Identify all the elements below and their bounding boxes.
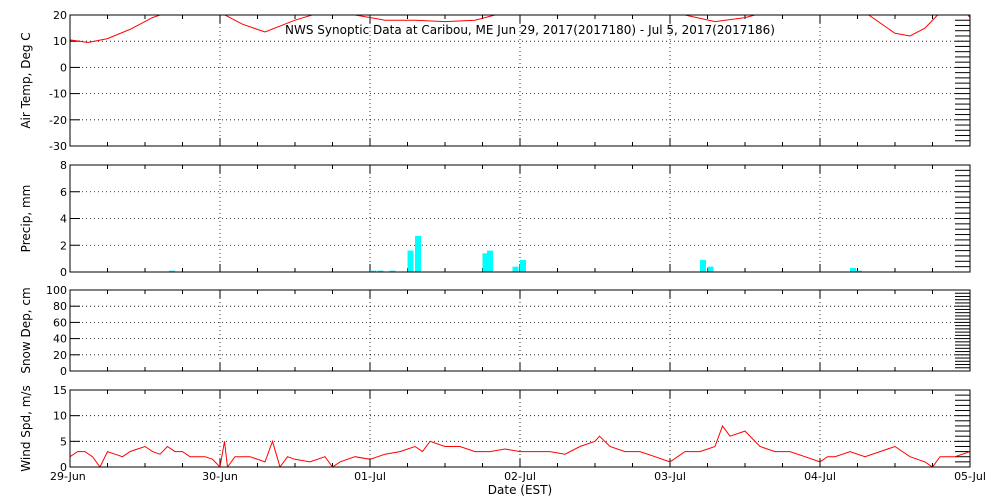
precip-bar	[407, 250, 414, 272]
precip-ytick-label: 6	[60, 186, 67, 199]
precip-panel: 0 2 4 6 8 Precip, mm	[19, 159, 971, 279]
temp-ytick-label: 10	[53, 35, 67, 48]
precip-data	[169, 235, 862, 272]
temp-frame	[69, 14, 971, 147]
precip-ytick-label: 4	[60, 213, 67, 226]
temp-panel: -30 -20 -10 0 10 20 Air Temp, Deg C	[19, 9, 971, 153]
snow-panel: 0 20 40 60 80 100 Snow Dep, cm	[19, 284, 971, 378]
precip-bar	[389, 270, 396, 272]
temp-ytick-label: -30	[49, 140, 67, 153]
precip-bar	[377, 270, 384, 272]
temp-series-line	[70, 15, 970, 44]
chart-title: NWS Synoptic Data at Caribou, ME Jun 29,…	[285, 23, 775, 37]
precip-bar	[415, 235, 421, 272]
x-tick-label: 29-Jun	[50, 470, 86, 483]
snow-frame	[69, 289, 971, 372]
snow-ytick-label: 80	[53, 300, 67, 313]
x-tick-label: 05-Jul	[954, 470, 986, 483]
precip-ytick-label: 8	[60, 159, 67, 172]
x-axis-label: Date (EST)	[488, 483, 552, 497]
temp-y-axis-label: Air Temp, Deg C	[19, 32, 33, 128]
x-tick-label: 03-Jul	[654, 470, 686, 483]
temp-ytick-label: -10	[49, 88, 67, 101]
temp-ytick-label: 0	[60, 61, 67, 74]
precip-bar	[520, 259, 526, 272]
wind-ytick-label: 10	[53, 410, 67, 423]
precip-frame	[69, 164, 971, 273]
wind-panel: 0 5 10 15 Wind Spd, m/s	[19, 384, 971, 474]
temp-data	[70, 15, 970, 44]
precip-bar	[850, 267, 856, 272]
wind-ytick-label: 0	[60, 461, 67, 474]
precip-ytick-label: 0	[60, 266, 67, 279]
x-tick-label: 04-Jul	[804, 470, 836, 483]
snow-ytick-label: 60	[53, 316, 67, 329]
wind-y-axis-label: Wind Spd, m/s	[19, 385, 33, 471]
wind-ytick-label: 5	[60, 435, 67, 448]
wind-frame	[69, 389, 971, 468]
precip-ytick-label: 2	[60, 239, 67, 252]
precip-bar	[482, 253, 489, 272]
snow-y-axis-label: Snow Dep, cm	[19, 287, 33, 373]
precip-bar	[700, 259, 706, 272]
precip-bar	[370, 270, 376, 272]
wind-ytick-label: 15	[53, 384, 67, 397]
x-tick-label: 30-Jun	[202, 470, 238, 483]
precip-bar	[512, 266, 519, 272]
snow-ytick-label: 100	[46, 284, 67, 297]
temp-ytick-label: -20	[49, 114, 67, 127]
x-tick-label: 01-Jul	[354, 470, 386, 483]
snow-ytick-label: 0	[60, 365, 67, 378]
snow-ytick-label: 20	[53, 349, 67, 362]
precip-bar	[487, 250, 493, 272]
wind-data	[70, 424, 970, 467]
x-tick-label: 02-Jul	[504, 470, 536, 483]
snow-ytick-label: 40	[53, 333, 67, 346]
precip-y-axis-label: Precip, mm	[19, 185, 33, 253]
precip-bar	[169, 270, 175, 272]
wind-series-line	[70, 424, 970, 467]
temp-ytick-label: 20	[53, 9, 67, 22]
precip-bar	[707, 266, 714, 272]
precip-bar	[856, 270, 862, 272]
